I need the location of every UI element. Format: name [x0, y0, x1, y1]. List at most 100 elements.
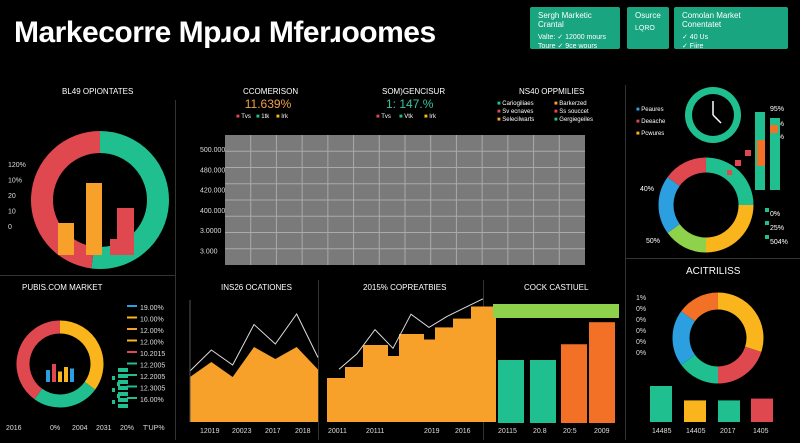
pubs-bar	[46, 370, 50, 382]
legend-item: ■ Barkerzed	[554, 101, 587, 107]
legend-item: ■ Deeache	[636, 119, 666, 125]
insights-area	[190, 347, 318, 422]
cock-hbar	[493, 304, 619, 318]
right-donut-slice	[658, 177, 680, 233]
opiontates-bar	[117, 208, 134, 255]
pubs-bar	[117, 382, 120, 386]
pubs-xtick: 2031	[96, 425, 112, 432]
activities-ytick: 0%	[636, 339, 646, 346]
pubs-legend-label: 16.00%	[140, 397, 164, 404]
header-box-market[interactable]: Comolan Market Conentatet ✓ 40 Us ✓ Fiir…	[674, 7, 788, 50]
right-small-bar	[770, 125, 778, 133]
pubs-xtick: 2016	[6, 425, 22, 432]
legend-label: 1tk	[261, 114, 270, 120]
pubs-legend-swatch	[127, 362, 137, 365]
legend-label: Selecilwarts	[502, 117, 535, 123]
pubs-bar	[64, 367, 68, 382]
cock-title: COCK CASTIUEL	[524, 283, 589, 292]
legend-label: Ss souccet	[559, 109, 589, 115]
page-title: Markecorre Mpɹoɹ Mferɹoomes	[14, 16, 436, 49]
header-box-row: Toure ✓ 9ce wours	[538, 43, 598, 50]
legend-item: ■ 1tk	[256, 114, 270, 120]
pubs-legend-label: 10.00%	[140, 317, 164, 324]
pubs-legend-swatch	[127, 351, 137, 353]
header-box-heading: Comolan Market Conentatet	[682, 11, 741, 29]
opiontates-ytick: 0	[8, 224, 12, 231]
kpi-a-title: BL49 OPIONTATES	[62, 87, 134, 96]
grid-ytick: 420.000	[200, 188, 225, 195]
right-donut-slice	[705, 157, 754, 206]
pubs-title: PUBIS.COM MARKET	[22, 283, 103, 292]
bottom-xtick: 20111	[366, 428, 385, 435]
pubs-bar	[118, 398, 128, 402]
kpi-d-title: NS40 OPPMILIES	[519, 87, 585, 96]
right-pct: 504%	[770, 239, 788, 246]
activities-bar	[718, 400, 740, 422]
activities-bar	[684, 400, 706, 422]
pubs-donut-slice	[16, 320, 61, 400]
pubs-legend-label: 12.3005	[140, 386, 165, 393]
right-donut-slice	[667, 157, 707, 187]
activities-donut-slice	[717, 346, 762, 384]
legend-item: ■ Cariogiliaes	[497, 101, 534, 107]
legend-label: Vtk	[404, 114, 413, 120]
pubs-legend-swatch	[127, 305, 137, 307]
companies-line	[338, 298, 484, 370]
pubs-bar	[117, 394, 120, 398]
legend-item: ■ Ss souccet	[554, 109, 589, 115]
right-pct: 95%	[770, 106, 785, 113]
header-box-search[interactable]: Sergh Marketic Crantal Valte: ✓ 12000 mo…	[530, 7, 620, 50]
cock-bar	[530, 360, 556, 423]
legend-item: ■ Irk	[424, 114, 436, 120]
cock-xtick: 2009	[594, 428, 610, 435]
legend-item: ■ Gergiegeiles	[554, 117, 593, 123]
right-marker	[745, 150, 751, 156]
legend-label: Sv ecnaves	[502, 109, 534, 115]
pubs-legend-label: 19.00%	[140, 305, 164, 312]
companies-bar	[471, 306, 496, 422]
legend-label: Pcwures	[641, 131, 665, 137]
bottom-xtick: 2016	[455, 428, 471, 435]
pubs-legend-swatch	[127, 385, 137, 388]
header-box-row: ✓ Fiire	[682, 43, 704, 50]
grid-ytick: 3.000	[200, 249, 218, 256]
opiontates-ytick: 10%	[8, 178, 22, 185]
right-donut-slice	[705, 204, 754, 253]
right-donut-slice	[667, 223, 707, 253]
divider	[625, 85, 626, 440]
activities-xtick: 14405	[686, 428, 706, 435]
pubs-xtick: 20%	[120, 425, 134, 432]
pubs-bar	[118, 386, 128, 390]
header-box-source[interactable]: Osurce LQRO	[627, 7, 669, 49]
pubs-bar	[112, 400, 115, 404]
grid-ytick: 3.0000	[200, 228, 222, 235]
bottom-xtick: 20023	[232, 428, 252, 435]
pubs-bar	[58, 371, 62, 382]
bottom-xtick: 2018	[295, 428, 311, 435]
kpi-b-value: 11.639%	[244, 97, 292, 111]
pubs-legend-label: 12.00%	[140, 340, 164, 347]
opiontates-ytick: 10	[8, 209, 16, 216]
right-small-bar	[770, 118, 780, 190]
activities-donut-slice	[672, 311, 696, 365]
right-pct: 25%	[770, 225, 785, 232]
legend-label: Cariogiliaes	[502, 101, 534, 107]
right-marker	[765, 235, 769, 239]
grid-ytick: 500.000	[200, 147, 225, 154]
right-pct: 40%	[640, 186, 655, 193]
activities-donut-slice	[681, 292, 719, 322]
companies-title: 2015% COPREATBIES	[363, 283, 447, 292]
activities-bar	[650, 386, 672, 422]
insights-line	[189, 313, 319, 372]
legend-item: ■ Irk	[276, 114, 288, 120]
cock-xtick: 20115	[498, 428, 517, 435]
legend-label: Barkerzed	[559, 101, 587, 107]
divider	[0, 275, 175, 276]
pubs-legend-label: 12.2005	[140, 363, 165, 370]
pubs-legend-swatch	[127, 316, 137, 319]
right-pct: 0%	[770, 211, 781, 218]
clock-icon-hand	[712, 114, 722, 124]
activities-xtick: 2017	[720, 428, 736, 435]
legend-item: ■ Vtk	[399, 114, 413, 120]
pubs-bar	[70, 368, 74, 382]
